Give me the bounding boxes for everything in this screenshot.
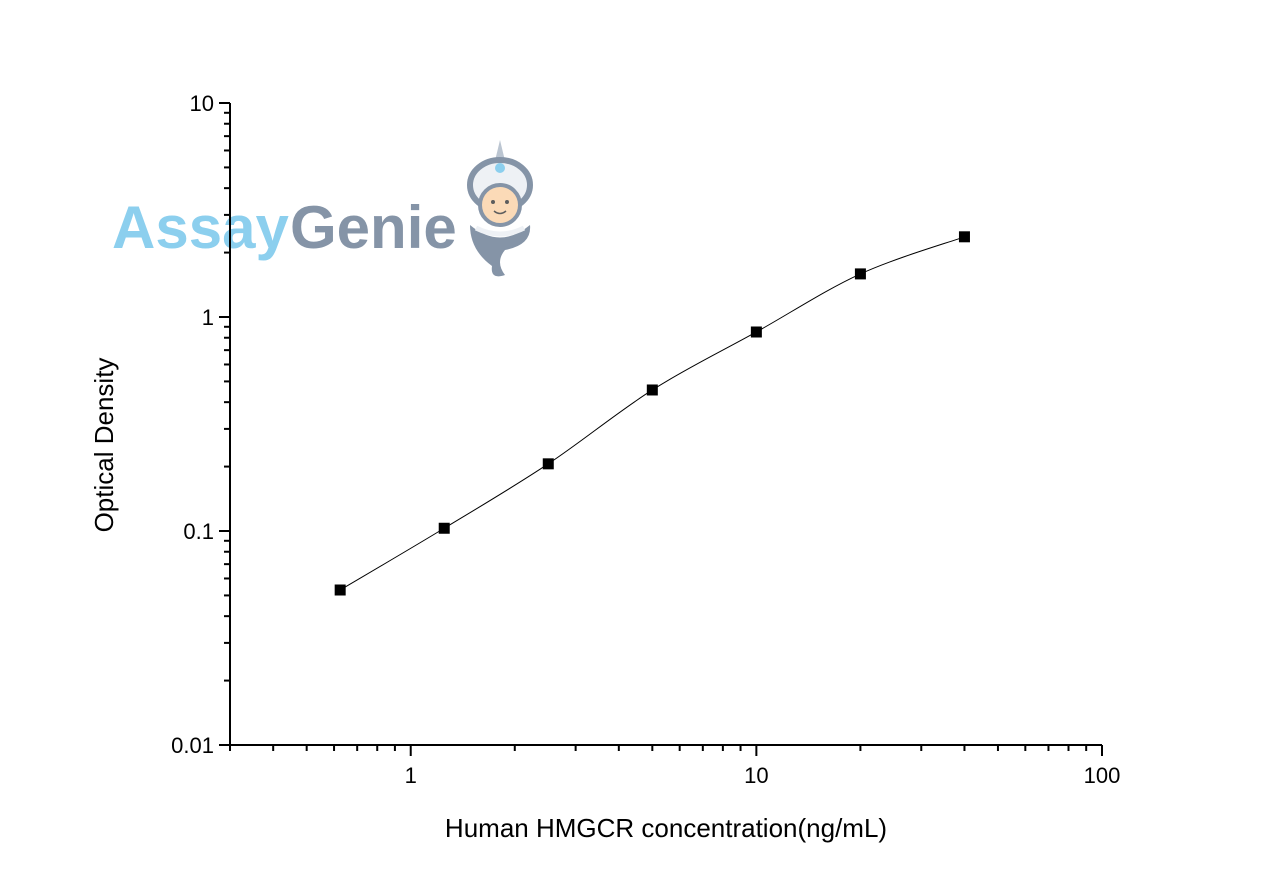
data-points: [334, 231, 970, 596]
data-point: [646, 384, 658, 396]
logo-text-assay: Assay: [112, 194, 289, 261]
y-axis-label: Optical Density: [89, 358, 119, 533]
data-point: [334, 584, 346, 596]
x-tick-label: 10: [744, 763, 768, 788]
data-point: [542, 458, 554, 470]
data-point: [438, 522, 450, 534]
assaygenie-logo: Assay Genie: [112, 140, 533, 277]
x-axis-label: Human HMGCR concentration(ng/mL): [445, 813, 887, 843]
x-tick-label: 100: [1084, 763, 1121, 788]
y-tick-label: 0.01: [171, 733, 214, 758]
data-point: [750, 326, 762, 338]
logo-text-genie: Genie: [290, 194, 457, 261]
fit-curve-layer: [339, 236, 965, 591]
y-tick-label: 0.1: [183, 519, 214, 544]
y-tick-label: 1: [202, 305, 214, 330]
x-tick-label: 1: [405, 763, 417, 788]
axes: 1 10 100 0.01 0.1 1 10: [171, 91, 1120, 788]
data-point: [854, 268, 866, 280]
y-tick-label: 10: [190, 91, 214, 116]
fit-curve: [339, 236, 965, 591]
genie-icon: [467, 140, 533, 277]
data-point: [958, 231, 970, 243]
